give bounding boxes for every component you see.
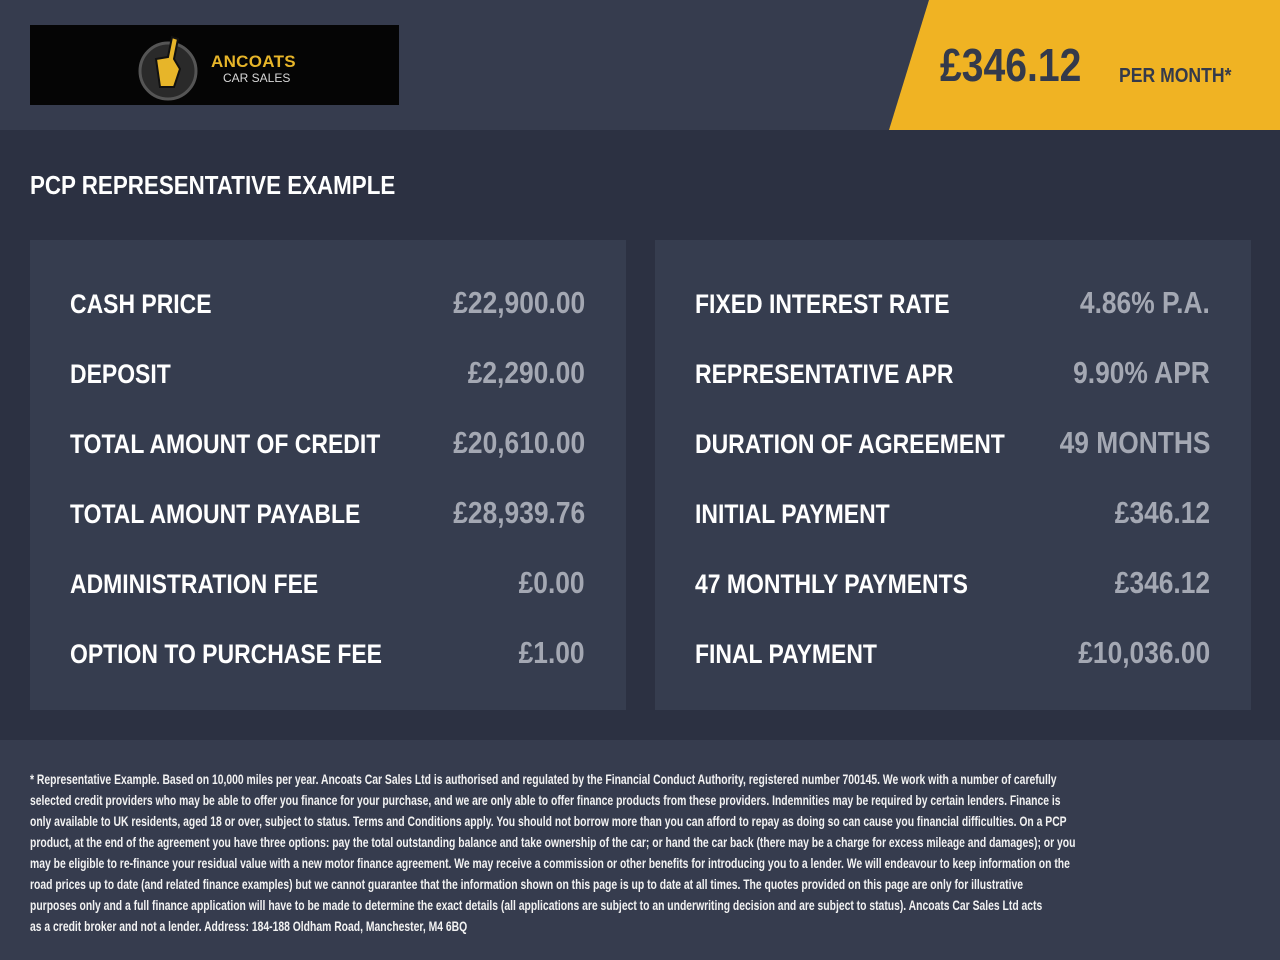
finance-row: ADMINISTRATION FEE £0.00 — [70, 565, 585, 605]
row-label: ADMINISTRATION FEE — [70, 569, 319, 599]
row-label: DEPOSIT — [70, 359, 171, 389]
row-label: FINAL PAYMENT — [695, 639, 877, 669]
finance-row: TOTAL AMOUNT OF CREDIT £20,610.00 — [70, 425, 585, 465]
row-value: 9.90% APR — [1073, 355, 1210, 390]
row-label: INITIAL PAYMENT — [695, 499, 890, 529]
finance-panel-right: FIXED INTEREST RATE 4.86% P.A. REPRESENTAT… — [655, 240, 1251, 710]
finance-row: CASH PRICE £22,900.00 — [70, 285, 585, 325]
row-value: 49 MONTHS — [1059, 425, 1210, 460]
price-band — [889, 0, 1280, 130]
row-value: £346.12 — [1114, 565, 1210, 600]
finance-panel-left: CASH PRICE £22,900.00 DEPOSIT £2,290.00 TOTA… — [30, 240, 626, 710]
disclaimer-line: purposes only and a full finance applica… — [30, 897, 1043, 913]
disclaimer-line: only available to UK residents, aged 18 … — [30, 813, 1067, 829]
disclaimer-line: selected credit providers who may be abl… — [30, 792, 1061, 808]
disclaimer-line: product, at the end of the agreement you… — [30, 834, 1076, 850]
disclaimer-line: road prices up to date (and related fina… — [30, 876, 1023, 892]
row-label: 47 MONTHLY PAYMENTS — [695, 569, 968, 599]
row-value: £2,290.00 — [467, 355, 585, 390]
finance-row: DEPOSIT £2,290.00 — [70, 355, 585, 395]
row-label: CASH PRICE — [70, 289, 212, 319]
monthly-price: £346.12 — [940, 39, 1082, 91]
finance-row: INITIAL PAYMENT £346.12 — [695, 495, 1210, 535]
row-label: REPRESENTATIVE APR — [695, 359, 954, 389]
disclaimer-line: * Representative Example. Based on 10,00… — [30, 771, 1057, 787]
row-value: £1.00 — [519, 635, 585, 670]
finance-row: 47 MONTHLY PAYMENTS £346.12 — [695, 565, 1210, 605]
row-label: FIXED INTEREST RATE — [695, 289, 950, 319]
finance-row: OPTION TO PURCHASE FEE £1.00 — [70, 635, 585, 675]
ancoats-logo[interactable]: ANCOATS CAR SALES — [30, 25, 399, 105]
row-value: 4.86% P.A. — [1080, 285, 1210, 320]
row-value: £20,610.00 — [453, 425, 585, 460]
row-value: £28,939.76 — [453, 495, 585, 530]
row-label: TOTAL AMOUNT OF CREDIT — [70, 429, 381, 459]
header: ANCOATS CAR SALES £346.12 PER MONTH* — [0, 0, 1280, 130]
finance-row: DURATION OF AGREEMENT 49 MONTHS — [695, 425, 1210, 465]
disclaimer-line: may be eligible to re-finance your resid… — [30, 855, 1070, 871]
pointing-hand-icon — [138, 35, 198, 101]
row-label: TOTAL AMOUNT PAYABLE — [70, 499, 361, 529]
row-label: DURATION OF AGREEMENT — [695, 429, 1005, 459]
disclaimer-line: as a credit broker and not a lender. Add… — [30, 918, 468, 934]
row-value: £0.00 — [519, 565, 585, 600]
finance-row: REPRESENTATIVE APR 9.90% APR — [695, 355, 1210, 395]
row-value: £22,900.00 — [453, 285, 585, 320]
finance-row: TOTAL AMOUNT PAYABLE £28,939.76 — [70, 495, 585, 535]
price-suffix: PER MONTH* — [1119, 65, 1232, 87]
brand-sub: CAR SALES — [223, 71, 291, 85]
finance-row: FINAL PAYMENT £10,036.00 — [695, 635, 1210, 675]
brand-name: ANCOATS — [211, 52, 296, 71]
row-value: £346.12 — [1114, 495, 1210, 530]
page-title: PCP REPRESENTATIVE EXAMPLE — [30, 170, 396, 200]
row-label: OPTION TO PURCHASE FEE — [70, 639, 382, 669]
row-value: £10,036.00 — [1078, 635, 1210, 670]
disclaimer: * Representative Example. Based on 10,00… — [0, 740, 1280, 960]
finance-row: FIXED INTEREST RATE 4.86% P.A. — [695, 285, 1210, 325]
